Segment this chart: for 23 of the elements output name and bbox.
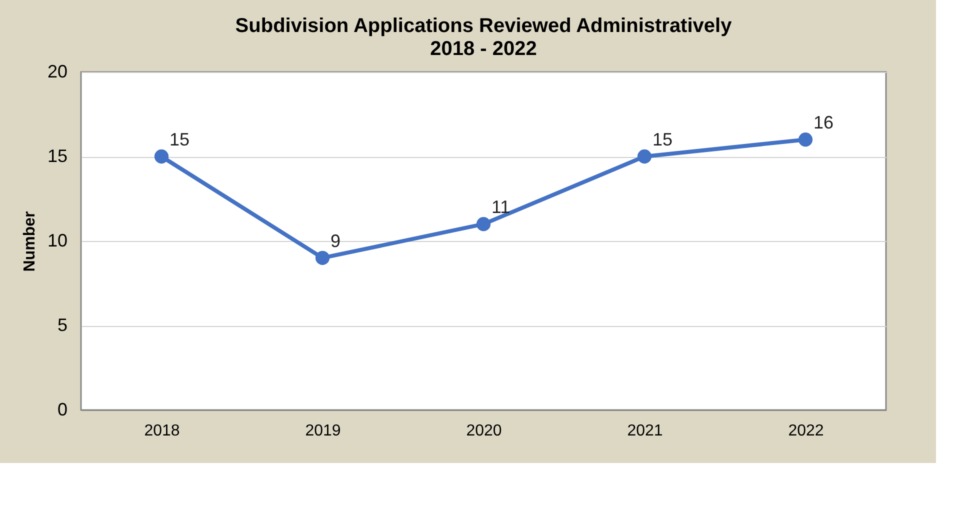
data-label: 9 (330, 230, 341, 251)
data-label: 15 (170, 130, 190, 150)
point (154, 149, 169, 164)
point (637, 149, 652, 164)
data-label: 16 (814, 112, 834, 133)
x-tick-label: 2021 (627, 422, 663, 440)
y-tick-label: 10 (47, 230, 68, 250)
y-axis-title: Number (21, 211, 38, 272)
x-tick-label: 2018 (144, 422, 180, 440)
chart-title: Subdivision Applications Reviewed Administratively (235, 15, 733, 37)
x-tick-label: 2022 (788, 422, 824, 440)
chart-subtitle: 2018 - 2022 (430, 38, 537, 60)
point (476, 217, 491, 232)
x-tick-label: 2020 (466, 422, 502, 440)
point (798, 132, 813, 147)
y-tick-label: 20 (47, 62, 68, 82)
y-tick-label: 15 (47, 146, 68, 166)
y-tick-label: 5 (57, 315, 68, 335)
y-tick-label: 0 (57, 400, 68, 420)
data-label: 15 (652, 130, 673, 150)
x-tick-label: 2019 (305, 422, 341, 440)
point (315, 250, 330, 265)
data-label: 11 (492, 197, 510, 218)
